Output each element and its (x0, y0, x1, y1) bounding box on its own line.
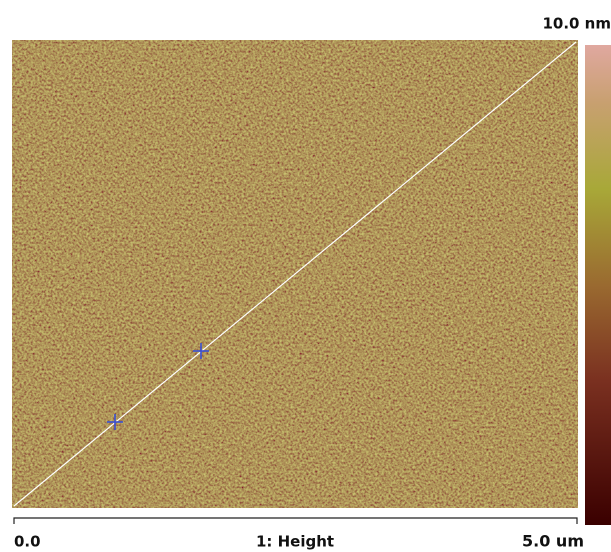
x-start-label: 0.0 (14, 533, 41, 551)
x-extent-bracket (13, 517, 578, 524)
x-end-label: 5.0 um (522, 532, 584, 551)
channel-label: 1: Height (256, 533, 334, 551)
cursor-markers (107, 343, 209, 430)
color-scale-bar (585, 45, 611, 525)
scale-max-label: 10.0 nm (542, 15, 611, 33)
section-line (13, 41, 577, 507)
